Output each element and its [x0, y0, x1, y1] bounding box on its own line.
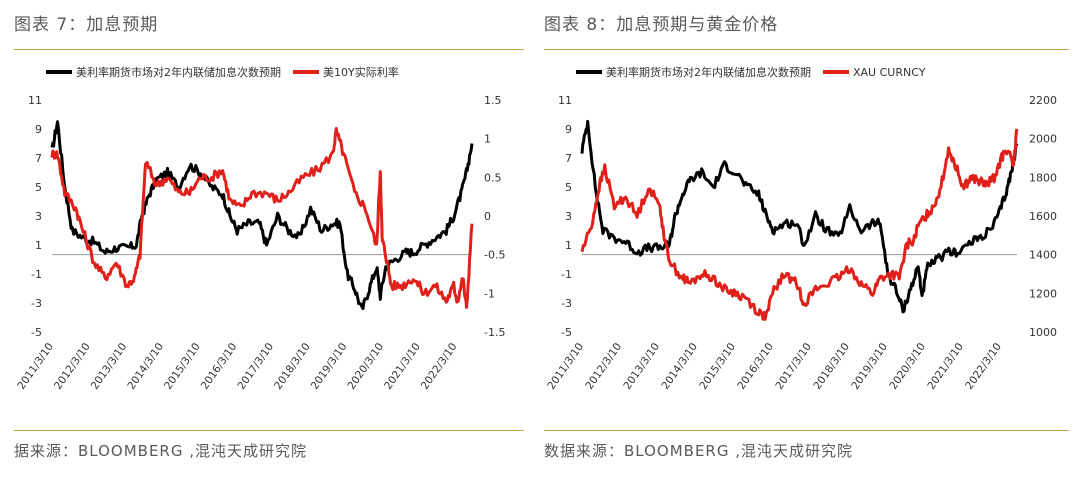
x-tick-label: 2013/3/10 — [89, 341, 130, 392]
y-left-tick-label: 7 — [565, 152, 572, 165]
series-line-1 — [580, 128, 1019, 321]
chart-1-svg: 11 9 7 5 3 1 -1 -3 -5 2200 2000 1800 1600 1400 1200 100… — [545, 65, 1057, 392]
x-tick-label: 2016/3/10 — [735, 341, 776, 392]
y-left-tick-label: 1 — [35, 239, 42, 252]
y-right-tick-label: 1400 — [1029, 249, 1057, 262]
right-source-note: 数据来源：BLOOMBERG ,混沌天成研究院 — [544, 442, 854, 460]
left-chart: 11 9 7 5 3 1 -1 -3 -5 1.5 1 0.5 0 -0.5 -1 -1.5 2011/3/10… — [14, 52, 524, 417]
x-tick-label: 2018/3/10 — [811, 341, 852, 392]
y-left-tick-label: 1 — [565, 239, 572, 252]
y-left-tick-label: -1 — [561, 268, 572, 281]
y-right-tick-label: 2200 — [1029, 94, 1057, 107]
x-tick-label: 2021/3/10 — [925, 341, 966, 392]
x-tick-label: 2012/3/10 — [583, 341, 624, 392]
right-chart: 11 9 7 5 3 1 -1 -3 -5 2200 2000 1800 1600 1400 1200 100… — [544, 52, 1069, 417]
right-source-rule — [544, 430, 1069, 431]
x-tick-label: 2018/3/10 — [272, 341, 313, 392]
series-line-1 — [50, 127, 474, 309]
x-tick-label: 2022/3/10 — [963, 341, 1004, 392]
y-left-tick-label: 11 — [558, 94, 572, 107]
x-tick-label: 2019/3/10 — [849, 341, 890, 392]
y-left-tick-label: -3 — [561, 297, 572, 310]
right-title-rule — [544, 49, 1069, 50]
x-tick-label: 2020/3/10 — [345, 341, 386, 392]
y-right-tick-label: -1.5 — [484, 326, 505, 339]
y-right-tick-label: 0.5 — [484, 171, 502, 184]
y-right-tick-label: -0.5 — [484, 249, 505, 262]
x-tick-label: 2022/3/10 — [419, 341, 460, 392]
x-tick-label: 2019/3/10 — [309, 341, 350, 392]
y-left-tick-label: 3 — [565, 210, 572, 223]
x-tick-label: 2017/3/10 — [773, 341, 814, 392]
series-line-0 — [580, 119, 1019, 314]
x-tick-label: 2012/3/10 — [52, 341, 93, 392]
y-left-tick-label: -5 — [561, 326, 572, 339]
x-tick-label: 2016/3/10 — [199, 341, 240, 392]
left-source-note: 据来源：BLOOMBERG ,混沌天成研究院 — [14, 442, 308, 460]
left-source-rule — [14, 430, 524, 431]
y-right-tick-label: 0 — [484, 210, 491, 223]
x-tick-label: 2021/3/10 — [382, 341, 423, 392]
series-line-0 — [50, 120, 474, 311]
x-tick-label: 2011/3/10 — [15, 341, 56, 392]
x-tick-label: 2015/3/10 — [697, 341, 738, 392]
y-right-tick-label: -1 — [484, 287, 495, 300]
chart-0-svg: 11 9 7 5 3 1 -1 -3 -5 1.5 1 0.5 0 -0.5 -1 -1.5 2011/3/10… — [15, 65, 505, 392]
y-left-tick-label: 5 — [35, 181, 42, 194]
y-left-tick-label: -1 — [31, 268, 42, 281]
left-chart-title: 图表 7：加息预期 — [14, 15, 159, 35]
legend-label-0: 美利率期货市场对2年内联储加息次数预期 — [606, 65, 811, 79]
x-tick-label: 2011/3/10 — [545, 341, 586, 392]
y-left-tick-label: 7 — [35, 152, 42, 165]
y-right-tick-label: 1 — [484, 133, 491, 146]
x-tick-label: 2014/3/10 — [659, 341, 700, 392]
y-right-tick-label: 1.5 — [484, 94, 502, 107]
x-tick-label: 2015/3/10 — [162, 341, 203, 392]
x-tick-label: 2013/3/10 — [621, 341, 662, 392]
y-right-tick-label: 1600 — [1029, 210, 1057, 223]
x-tick-label: 2017/3/10 — [235, 341, 276, 392]
legend-label-1: XAU CURNCY — [853, 66, 926, 79]
y-left-tick-label: -3 — [31, 297, 42, 310]
y-right-tick-label: 2000 — [1029, 133, 1057, 146]
y-left-tick-label: -5 — [31, 326, 42, 339]
right-chart-title: 图表 8：加息预期与黄金价格 — [544, 15, 779, 35]
legend-label-1: 美10Y实际利率 — [323, 65, 399, 79]
x-tick-label: 2020/3/10 — [887, 341, 928, 392]
y-left-tick-label: 5 — [565, 181, 572, 194]
y-right-tick-label: 1000 — [1029, 326, 1057, 339]
y-left-tick-label: 11 — [28, 94, 42, 107]
y-left-tick-label: 3 — [35, 210, 42, 223]
y-right-tick-label: 1200 — [1029, 287, 1057, 300]
y-left-tick-label: 9 — [35, 123, 42, 136]
left-title-rule — [14, 49, 524, 50]
x-tick-label: 2014/3/10 — [125, 341, 166, 392]
y-right-tick-label: 1800 — [1029, 171, 1057, 184]
legend-label-0: 美利率期货市场对2年内联储加息次数预期 — [76, 65, 281, 79]
y-left-tick-label: 9 — [565, 123, 572, 136]
